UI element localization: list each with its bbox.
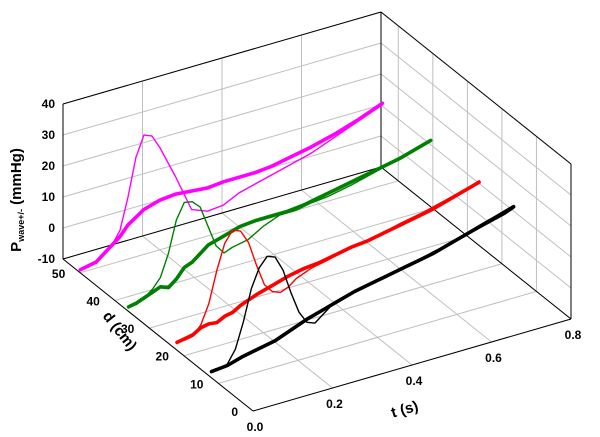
back-wall-gridline [62, 42, 382, 136]
side-wall-gridline [380, 104, 572, 258]
series-layer [78, 101, 516, 374]
series-total-wave-line [175, 180, 481, 345]
floor-gridline [114, 207, 433, 301]
x-tick-label: 0.0 [247, 420, 264, 434]
axis-frame-edge [380, 166, 572, 320]
side-wall-gridline [380, 42, 572, 196]
y-tick-label: 30 [121, 322, 135, 336]
axis-frame-edge [252, 318, 572, 412]
y-tick-label: 50 [52, 267, 66, 281]
side-wall-gridline [380, 135, 572, 289]
series-total-wave-line [126, 138, 433, 309]
axis-frame-edge [62, 11, 382, 105]
axis-frame-edge [62, 166, 382, 260]
floor-gridline [183, 263, 503, 357]
y-tick-label: 10 [190, 377, 204, 391]
y-tick-label: 40 [86, 294, 100, 308]
y-tick-label: 20 [156, 350, 170, 364]
z-tick-label: -10 [38, 252, 56, 266]
x-tick-label: 0.6 [485, 351, 502, 365]
side-wall-gridline [380, 73, 572, 227]
back-wall-gridline [62, 73, 382, 167]
x-axis-label: t (s) [389, 398, 420, 422]
floor-gridline [301, 189, 492, 343]
axis-frame-edge [380, 11, 572, 165]
x-tick-label: 0.8 [565, 328, 582, 342]
axis-frame-edge [62, 258, 254, 412]
floor-gridline [149, 235, 468, 329]
z-axis-label: Pwave+/- (mmHg) [8, 148, 26, 252]
tick-layer: 0.0 0.2 0.4 0.6 0.8 0 10 20 30 40 50-10 0 10 20 30 40 [38, 97, 582, 434]
floor-gridline [218, 290, 537, 384]
series-total-wave-line [78, 101, 385, 272]
x-tick-label: 0.2 [326, 397, 343, 411]
z-tick-label: 10 [42, 190, 56, 204]
back-wall-gridline [62, 104, 382, 198]
series-total-wave-line [209, 204, 516, 374]
floor-gridline [142, 235, 333, 389]
grid-layer [62, 11, 572, 412]
z-tick-label: 20 [42, 159, 56, 173]
x-tick-label: 0.4 [406, 374, 423, 388]
z-tick-label: 40 [42, 97, 56, 111]
z-tick-label: 0 [48, 221, 55, 235]
y-tick-label: 0 [231, 405, 238, 419]
z-tick-label: 30 [42, 128, 56, 142]
floor-gridline [221, 212, 413, 366]
